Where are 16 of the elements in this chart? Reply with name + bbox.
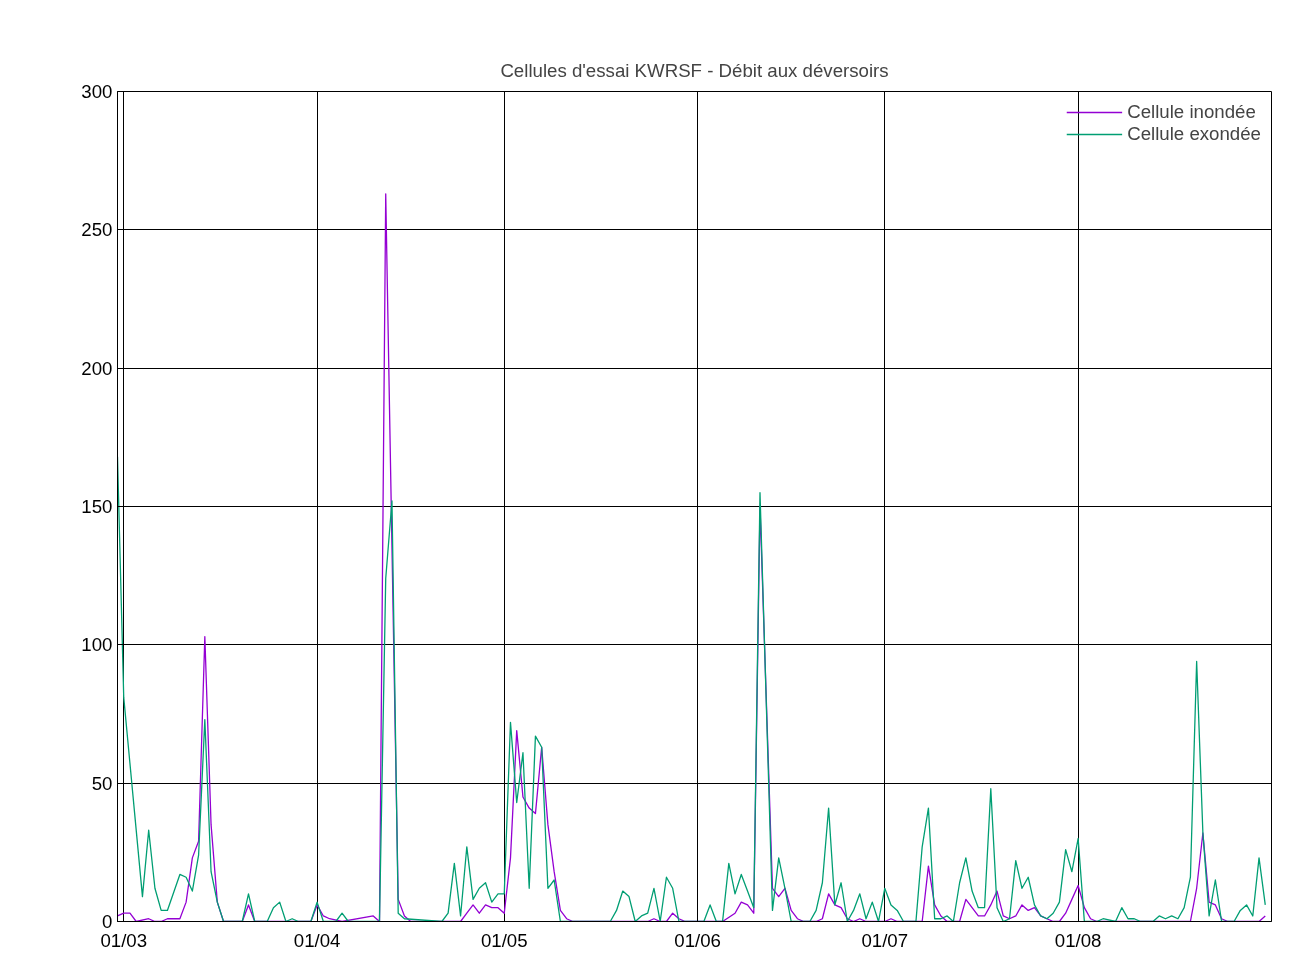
x-tick-label: 01/04 [293,929,341,951]
legend-label: Cellule exondée [1127,123,1261,145]
x-tick-label: 01/07 [861,929,909,951]
y-tick-label: 0 [102,911,113,932]
x-tick-label: 01/05 [480,929,528,951]
x-tick-label: 01/08 [1054,929,1102,951]
y-tick-label: 150 [81,496,113,517]
y-tick-label: 300 [81,81,113,102]
y-tick-label: 200 [81,357,113,379]
chart-title: Cellules d'essai KWRSF - Débit aux déversoirs [500,59,889,81]
y-tick-label: 250 [81,219,113,241]
y-tick-label: 100 [81,634,113,656]
x-tick-label: 01/03 [100,929,148,951]
legend-label: Cellule inondée [1127,101,1256,123]
x-tick-label: 01/06 [674,929,721,951]
y-tick-label: 50 [91,772,113,794]
